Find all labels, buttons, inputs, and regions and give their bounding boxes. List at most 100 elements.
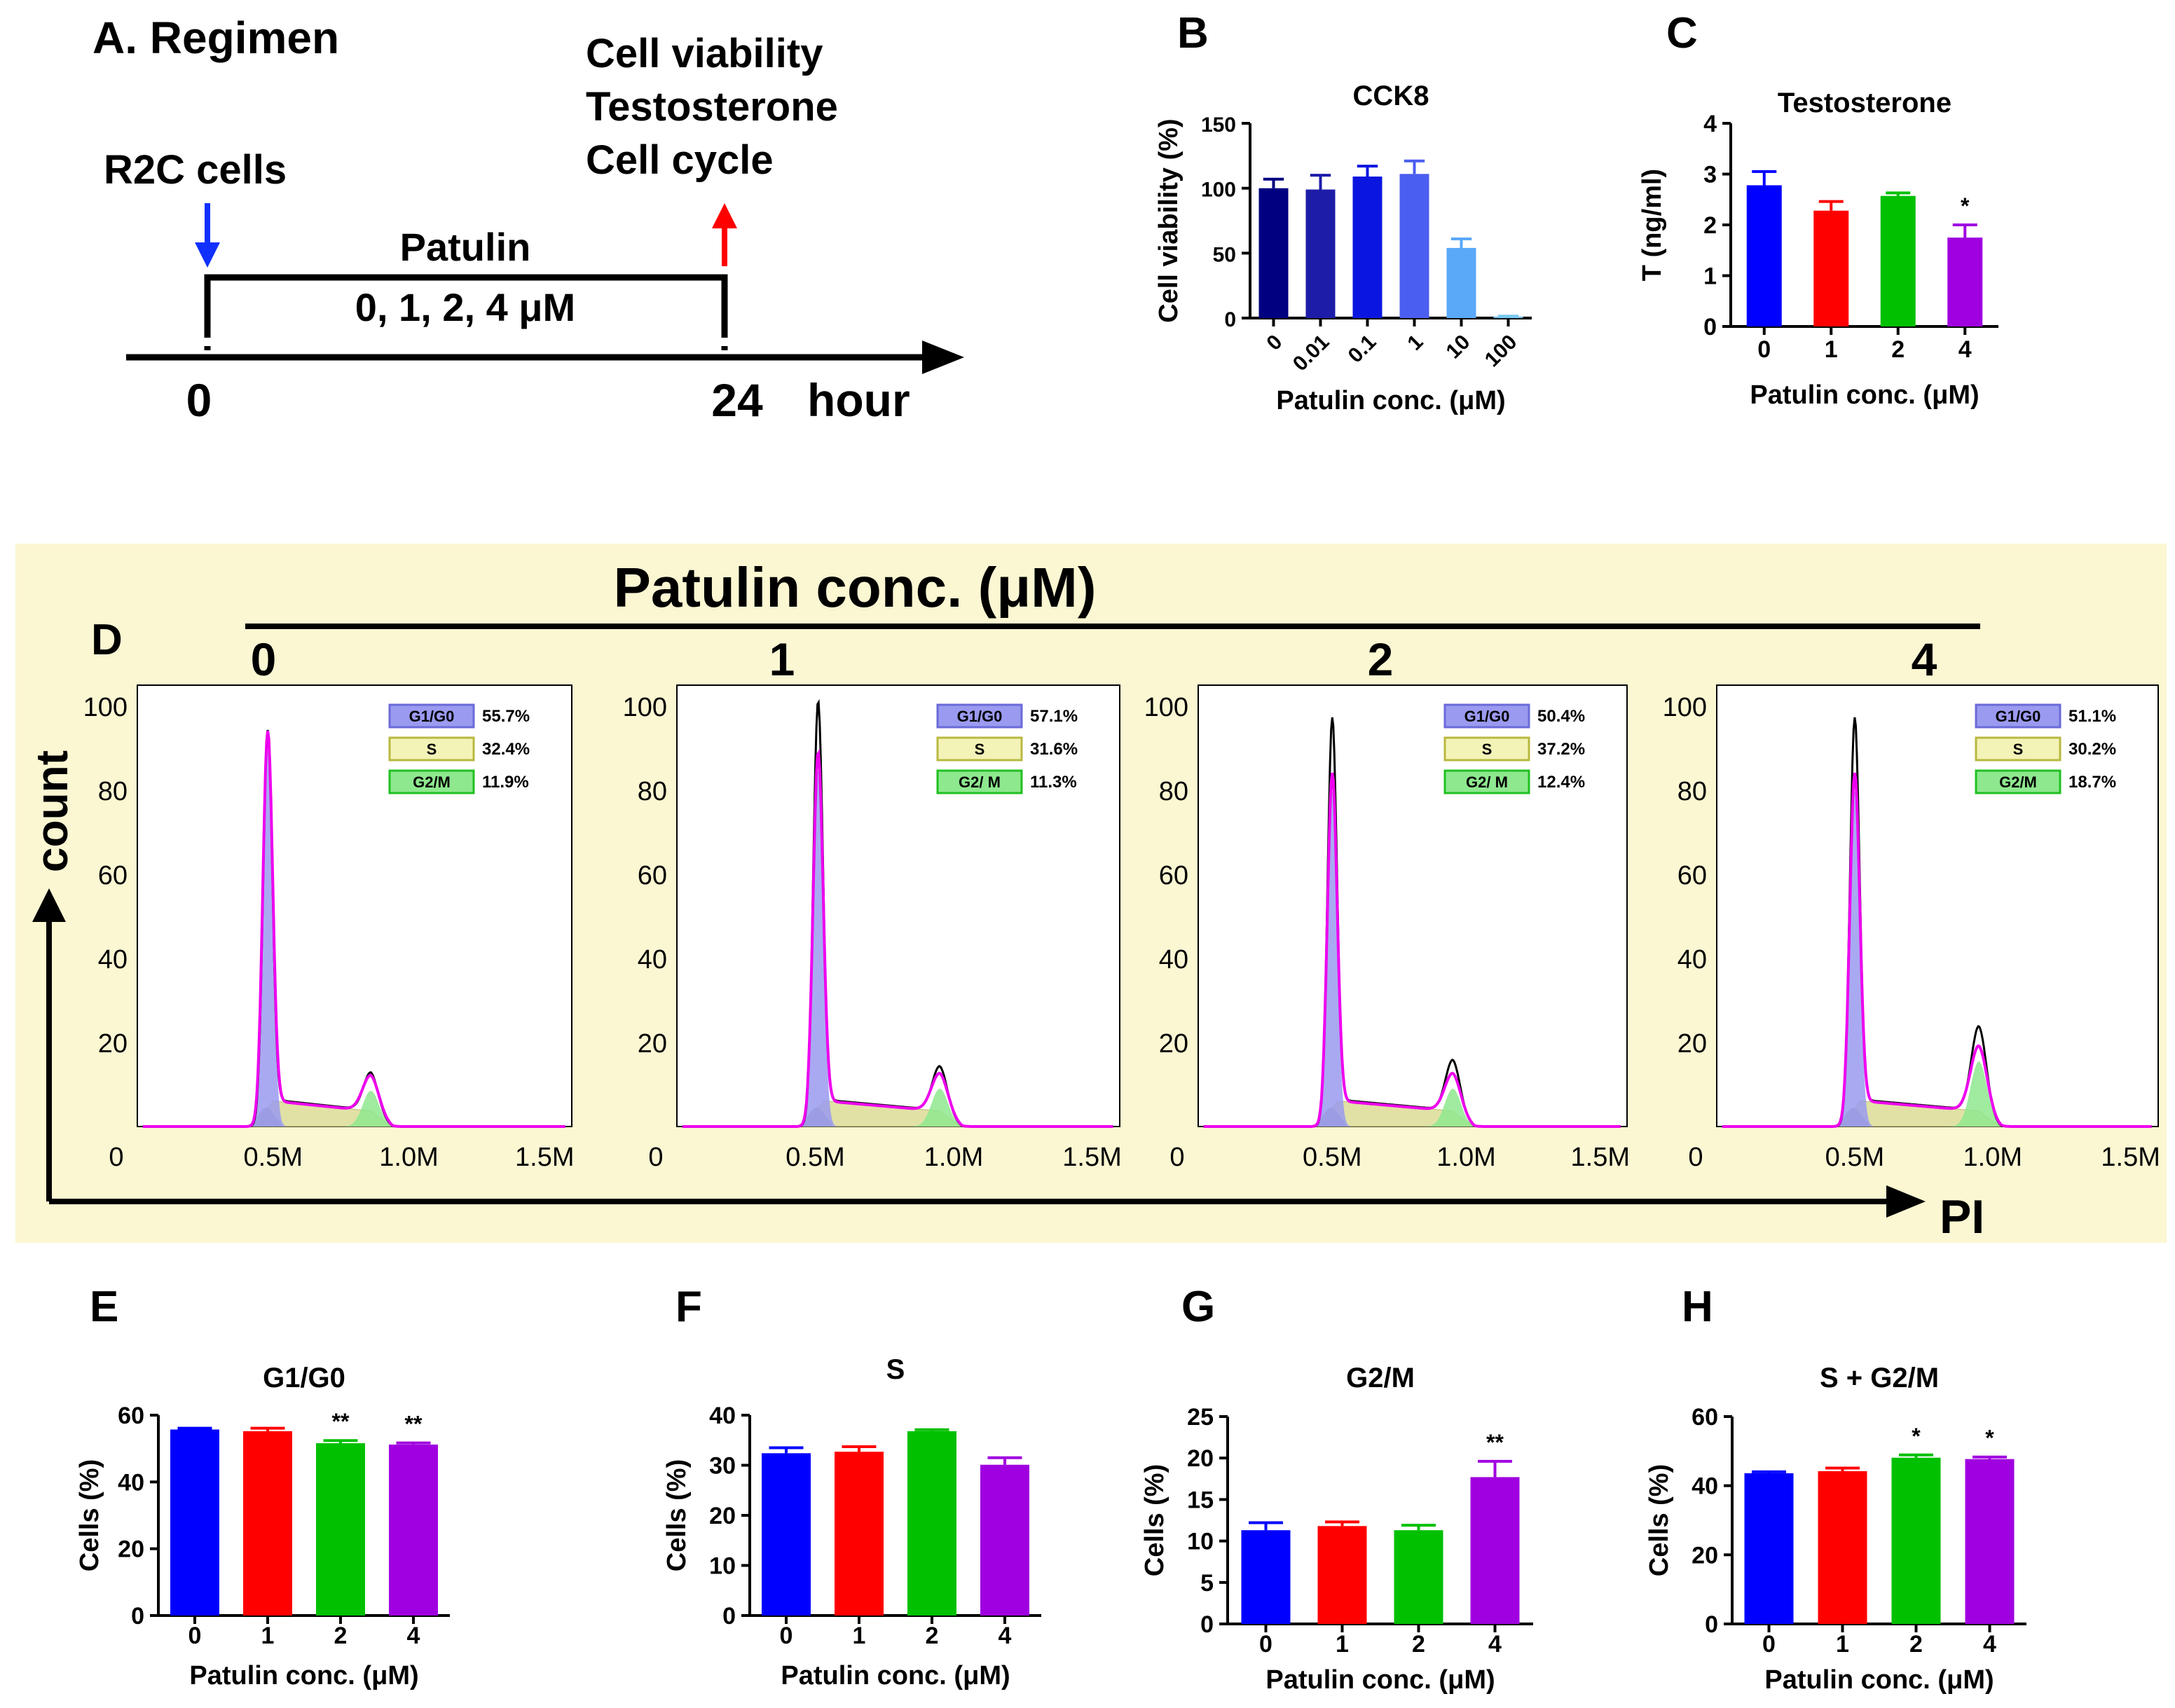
time-end: 24 (711, 374, 763, 426)
x-tick-label: 100 (1481, 331, 1522, 372)
y-tick-label: 3 (1703, 162, 1717, 188)
legend-phase-value: 37.2% (1537, 740, 1585, 759)
significance-mark: ** (405, 1412, 423, 1437)
legend-swatch (388, 736, 475, 762)
x-axis-label: Patulin conc. (μM) (1750, 380, 1979, 410)
histogram-x-tick-label: 1.0M (924, 1143, 983, 1172)
bar (243, 1431, 292, 1616)
treatment-bracket (204, 274, 728, 329)
x-tick-label: 1 (1836, 1631, 1849, 1658)
y-tick-label: 20 (118, 1536, 144, 1563)
bar (1470, 1477, 1520, 1624)
x-tick-label: 2 (1891, 336, 1905, 363)
y-axis-label: Cells (%) (662, 1459, 692, 1571)
x-axis-label: Patulin conc. (μM) (1265, 1665, 1495, 1695)
panel-letter: B (1177, 9, 1209, 57)
histogram-y-tick-label: 60 (638, 861, 667, 890)
treatment-label: Patulin (400, 225, 531, 269)
x-tick-label: 1 (853, 1623, 866, 1649)
time-axis-arrow-icon (922, 340, 964, 374)
panel-letter: H (1682, 1283, 1713, 1331)
bar (170, 1429, 219, 1616)
y-tick-label: 50 (1213, 243, 1236, 266)
x-tick-label: 0 (780, 1623, 793, 1649)
histogram-x-tick-label: 1.0M (1963, 1143, 2022, 1172)
histogram-y-tick-label: 20 (1677, 1029, 1707, 1059)
x-tick-label: 0.01 (1289, 331, 1334, 376)
x-tick-label: 1 (261, 1623, 275, 1649)
histogram-y-tick-label: 100 (1663, 693, 1707, 722)
readout-cell-cycle: Cell cycle (586, 137, 774, 183)
bar (1746, 185, 1782, 326)
histogram-y-tick-label: 40 (98, 945, 128, 974)
chart-g: G G2/M 0 5 10 15 20 25 Cells (%) 0 1 2 ** 4 Patulin co… (1140, 1283, 1533, 1695)
count-axis-label: count (27, 750, 77, 872)
y-tick-label: 2 (1703, 212, 1717, 239)
y-axis-label: Cells (%) (1645, 1464, 1674, 1576)
histogram-g2-area (1420, 1089, 1486, 1127)
x-tick-label: 0 (188, 1623, 202, 1649)
histogram-x-tick-label: 1.5M (2101, 1143, 2160, 1172)
y-axis-label: Cells (%) (1140, 1464, 1169, 1576)
y-tick-label: 1 (1703, 263, 1717, 290)
histogram-y-tick-label: 60 (1677, 861, 1707, 890)
panel-letter: E (90, 1283, 118, 1331)
legend-phase-label: S (427, 741, 437, 758)
x-axis-label: Patulin conc. (μM) (1276, 386, 1505, 415)
legend-swatch (936, 736, 1023, 762)
x-tick-label: 2 (1412, 1631, 1425, 1658)
legend-swatch (388, 703, 475, 729)
histogram-g1-area (798, 771, 838, 1127)
chart-c: C Testosterone 0 1 2 3 4 T (ng/ml) 0 1 2 * 4 Patulin … (1638, 9, 1998, 410)
bar (1880, 195, 1916, 326)
chart-title: G2/M (1346, 1363, 1415, 1393)
histogram-fit-line (1203, 772, 1621, 1128)
histogram-0: 0 100 80 60 40 20 0 0.5M 1.0M 1.5M G1/G0 55.7% S 32.4… (83, 633, 575, 1172)
legend-phase-label: G1/G0 (957, 708, 1003, 725)
y-tick-label: 5 (1200, 1570, 1214, 1597)
legend-phase-label: G2/M (413, 773, 451, 791)
histogram-4: 4 100 80 60 40 20 0 0.5M 1.0M 1.5M G1/G0 51.1% S 30.2… (1663, 633, 2160, 1172)
y-tick-label: 0 (1703, 314, 1717, 340)
y-tick-label: 60 (118, 1403, 144, 1429)
bar (389, 1444, 438, 1616)
cells-arrow-icon (195, 242, 220, 268)
bar (1258, 188, 1289, 318)
bar (980, 1464, 1029, 1616)
histogram-x-tick-label: 0.5M (1303, 1143, 1361, 1172)
x-tick-label: 1 (1336, 1631, 1349, 1658)
histogram-conc-label: 0 (251, 633, 277, 685)
count-axis-arrow-icon (32, 888, 66, 922)
y-tick-label: 0 (1705, 1611, 1718, 1638)
x-tick-label: 4 (407, 1623, 420, 1649)
histogram-g1-area (1835, 792, 1874, 1127)
doses-label: 0, 1, 2, 4 μM (355, 285, 575, 329)
x-tick-label: 1 (1825, 336, 1838, 363)
significance-mark: * (1912, 1424, 1921, 1449)
legend-swatch (1975, 769, 2061, 794)
x-tick-label: 10 (1442, 331, 1475, 364)
histogram-conc-label: 4 (1912, 633, 1937, 685)
bar (1446, 247, 1476, 318)
y-tick-label: 150 (1201, 113, 1236, 137)
legend-phase-label: G1/G0 (1996, 708, 2041, 725)
panel-a-title: A. Regimen (92, 13, 339, 63)
y-tick-label: 20 (1692, 1542, 1718, 1569)
legend-swatch (1443, 736, 1530, 762)
histogram-y-tick-label: 40 (1159, 945, 1188, 974)
chart-title: G1/G0 (263, 1363, 345, 1393)
x-tick-label: 0 (1762, 1631, 1776, 1658)
legend-phase-value: 18.7% (2068, 773, 2116, 792)
readout-testosterone: Testosterone (586, 84, 838, 130)
x-axis-label: Patulin conc. (μM) (189, 1661, 418, 1690)
significance-mark: * (1961, 193, 1970, 219)
x-tick-label: 2 (1909, 1631, 1923, 1658)
readout-arrow-icon (712, 203, 737, 228)
histogram-g2-area (1945, 1061, 2012, 1127)
histogram-x-tick-label: 0.5M (1825, 1143, 1884, 1172)
y-tick-label: 20 (1187, 1445, 1214, 1472)
histogram-x-tick-label: 1.5M (515, 1143, 574, 1172)
histogram-y-tick-label: 20 (98, 1029, 128, 1059)
